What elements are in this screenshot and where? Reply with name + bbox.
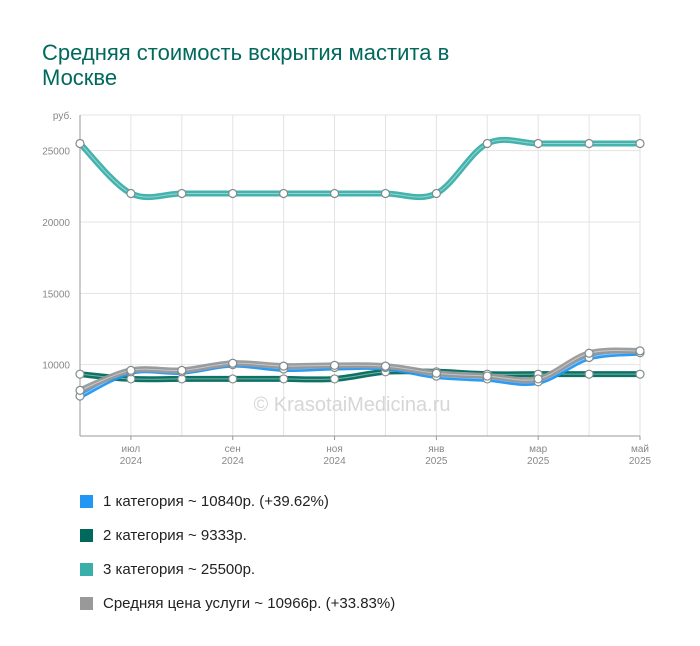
x-tick-label-year: 2024 <box>222 456 245 467</box>
data-point <box>584 369 594 379</box>
data-point <box>177 188 187 199</box>
x-tick-label-year: 2025 <box>527 456 550 467</box>
data-point <box>584 348 594 358</box>
legend-item-3[interactable]: 3 категория ~ 25500р. <box>80 552 395 586</box>
x-tick-label-year: 2024 <box>323 456 346 467</box>
x-tick-label-month: июл <box>122 444 141 455</box>
legend-item-4[interactable]: Средняя цена услуги ~ 10966р. (+33.83%) <box>80 586 395 620</box>
data-point <box>75 138 85 149</box>
series-line-1 <box>77 136 643 201</box>
data-point <box>482 371 492 381</box>
legend-item-1[interactable]: 1 категория ~ 10840р. (+39.62%) <box>80 484 395 518</box>
y-axis-label: руб. <box>53 110 72 122</box>
data-point <box>228 188 238 199</box>
data-point <box>177 365 187 375</box>
legend-label: Средняя цена услуги ~ 10966р. (+33.83%) <box>103 594 396 612</box>
data-point <box>75 385 85 395</box>
legend-label: 3 категория ~ 25500р. <box>103 560 256 578</box>
x-tick-label-month: янв <box>428 444 444 455</box>
data-point <box>75 369 85 379</box>
series-line-highlight-1 <box>79 139 640 198</box>
legend-swatch <box>80 562 93 576</box>
legend-swatch <box>80 528 93 542</box>
data-point <box>431 188 441 199</box>
y-axis-ticks: руб. 10000 15000 20000 25000 <box>42 110 72 372</box>
y-tick-label: 10000 <box>42 361 70 372</box>
data-point <box>431 368 441 378</box>
data-point <box>635 346 645 356</box>
x-axis-ticks: июл2024сен2024ноя2024янв2025мар2025май20… <box>120 436 652 467</box>
x-tick-label-month: май <box>631 444 649 455</box>
data-point <box>279 374 289 384</box>
x-tick-label-year: 2025 <box>425 456 448 467</box>
data-point <box>533 374 543 384</box>
legend-label: 1 категория ~ 10840р. (+39.62%) <box>103 492 329 510</box>
data-point <box>584 138 594 149</box>
chart-title: Средняя стоимость вскрытия мастита в Мос… <box>42 40 450 90</box>
series-lines <box>77 136 643 400</box>
grid <box>79 114 641 436</box>
data-point <box>329 188 340 199</box>
data-point <box>329 360 340 370</box>
x-tick-label-month: ноя <box>326 444 343 455</box>
legend-item-2[interactable]: 2 категория ~ 9333р. <box>80 518 395 552</box>
data-point <box>380 188 391 199</box>
data-point <box>228 374 238 384</box>
y-tick-label: 25000 <box>42 147 70 158</box>
data-point <box>279 188 289 199</box>
x-tick-label-month: мар <box>529 444 547 455</box>
data-point <box>635 369 645 379</box>
series-points <box>75 138 645 401</box>
data-point <box>533 138 543 149</box>
x-tick-label-year: 2024 <box>120 456 143 467</box>
axes <box>79 115 640 437</box>
watermark: © KrasotaiMedicina.ru <box>253 394 450 416</box>
legend-swatch <box>80 596 93 610</box>
data-point <box>380 361 391 371</box>
data-point <box>228 358 238 368</box>
y-tick-label: 15000 <box>42 289 70 300</box>
data-point <box>635 138 645 149</box>
y-tick-label: 20000 <box>42 218 70 229</box>
x-tick-label-month: сен <box>225 444 241 455</box>
legend-label: 2 категория ~ 9333р. <box>103 526 247 544</box>
legend: 1 категория ~ 10840р. (+39.62%) 2 катего… <box>80 484 395 620</box>
data-point <box>126 365 136 375</box>
x-tick-label-year: 2025 <box>629 456 652 467</box>
data-point <box>279 361 289 371</box>
data-point <box>126 188 136 199</box>
data-point <box>482 138 492 149</box>
legend-swatch <box>80 494 93 508</box>
data-point <box>329 374 340 384</box>
